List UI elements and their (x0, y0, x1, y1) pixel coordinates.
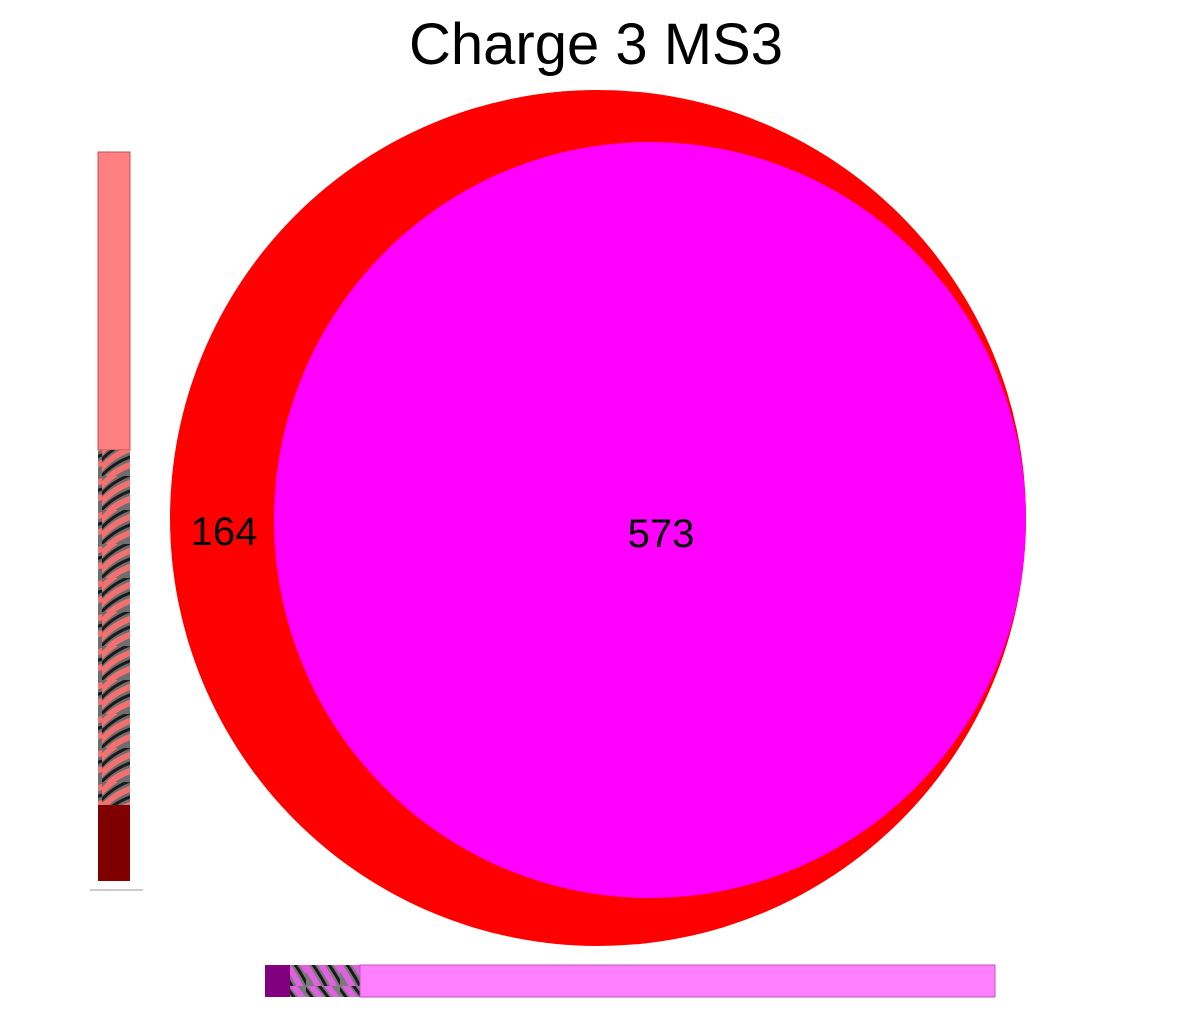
outer-only-count: 164 (191, 510, 258, 554)
hbar-middle-segment (290, 965, 360, 997)
vbar-middle-segment (98, 450, 130, 805)
vbar-bottom-segment (98, 805, 130, 881)
chart-title: Charge 3 MS3 (409, 12, 783, 77)
hbar-main-segment (359, 964, 996, 998)
overlap-count: 573 (628, 512, 695, 556)
hbar-left-segment (265, 965, 290, 997)
vbar-top-segment (97, 151, 131, 451)
inner-set-circle (274, 142, 1026, 898)
vertical-proportion-bar (90, 151, 143, 891)
horizontal-proportion-bar (265, 964, 996, 998)
